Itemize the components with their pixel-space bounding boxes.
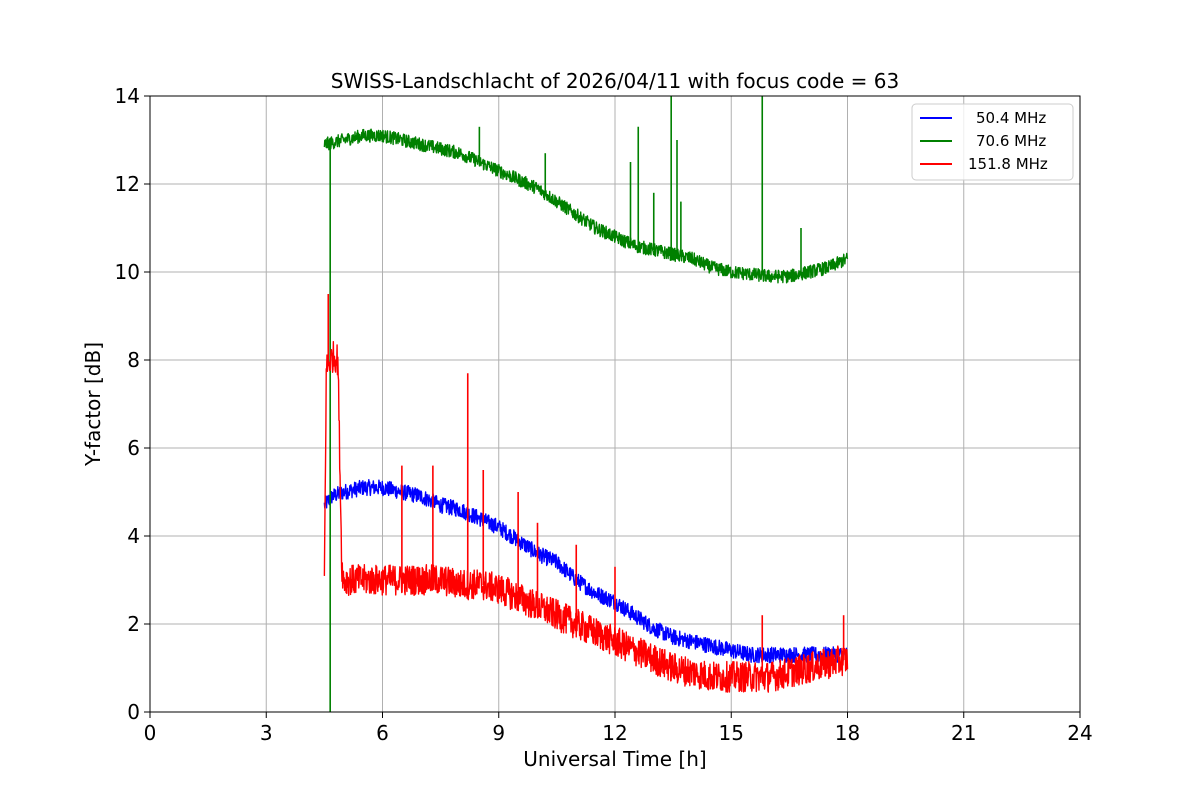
y-tick-label: 14 (115, 84, 140, 108)
x-tick-label: 15 (719, 721, 744, 745)
x-axis-label: Universal Time [h] (523, 747, 706, 771)
y-axis-ticks: 0 2 4 6 8 10 12 14 (115, 84, 150, 724)
x-tick-label: 6 (376, 721, 389, 745)
y-tick-label: 12 (115, 172, 140, 196)
y-tick-label: 6 (127, 436, 140, 460)
legend-label-70-6: 70.6 MHz (976, 132, 1046, 150)
chart-title: SWISS-Landschlacht of 2026/04/11 with fo… (331, 69, 899, 93)
x-tick-label: 18 (835, 721, 860, 745)
plot-series (323, 96, 849, 712)
y-tick-label: 0 (127, 700, 140, 724)
x-tick-label: 12 (602, 721, 627, 745)
series-line-151-8 (323, 340, 849, 693)
y-tick-label: 8 (127, 348, 140, 372)
y-tick-label: 4 (127, 524, 140, 548)
y-tick-label: 10 (115, 260, 140, 284)
x-tick-label: 21 (951, 721, 976, 745)
series-line-70-6 (323, 128, 849, 284)
legend-box (911, 103, 1074, 181)
y-axis-label: Y-factor [dB] (81, 342, 105, 467)
x-tick-label: 9 (492, 721, 505, 745)
x-tick-label: 24 (1067, 721, 1092, 745)
y-tick-label: 2 (127, 612, 140, 636)
legend: 50.4 MHz 70.6 MHz 151.8 MHz (911, 103, 1074, 181)
x-tick-label: 0 (144, 721, 157, 745)
x-axis-ticks: 0 3 6 9 12 15 18 21 24 (144, 712, 1093, 745)
x-tick-label: 3 (260, 721, 273, 745)
legend-label-50-4: 50.4 MHz (976, 109, 1046, 127)
legend-label-151-8: 151.8 MHz (968, 155, 1048, 173)
series-line-50-4 (323, 479, 848, 664)
